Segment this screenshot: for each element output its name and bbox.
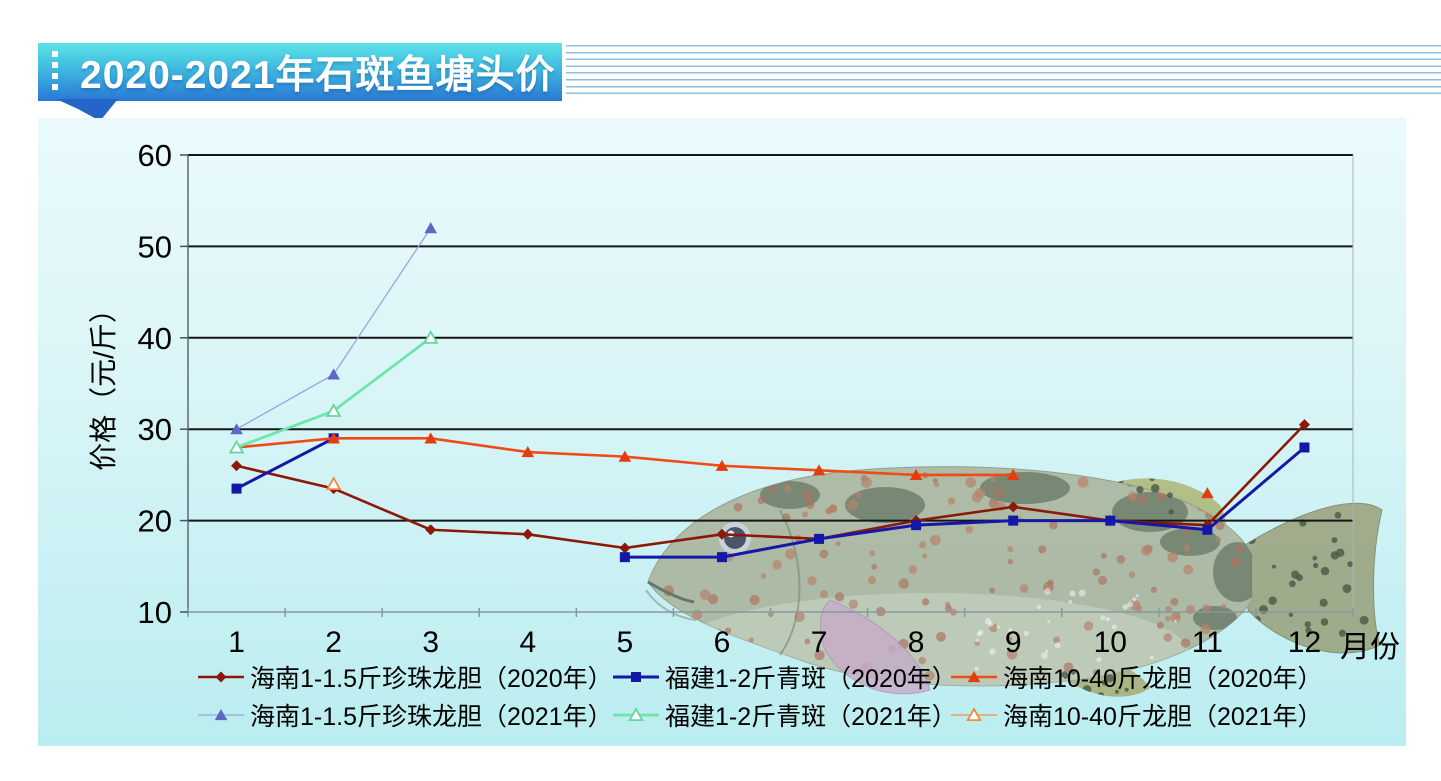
legend-item-3: 海南1-1.5斤珍珠龙胆（2021年）: [198, 697, 613, 733]
legend-item-5: 海南10-40斤龙胆（2021年）: [951, 697, 1323, 733]
legend-label: 福建1-2斤青斑（2021年）: [665, 703, 957, 731]
legend-item-4: 福建1-2斤青斑（2021年）: [613, 697, 957, 733]
x-tick-label: 5: [617, 626, 634, 659]
x-tick-label: 1: [228, 626, 245, 659]
y-tick-label: 50: [138, 229, 172, 264]
x-tick-label: 4: [519, 626, 536, 659]
x-tick-label: 10: [1094, 626, 1127, 659]
legend-label: 福建1-2斤青斑（2020年）: [665, 665, 957, 693]
legend-marker-square-icon: [613, 672, 659, 682]
legend-label: 海南1-1.5斤珍珠龙胆（2020年）: [250, 665, 613, 693]
x-axis-title: 月份: [1340, 631, 1400, 664]
x-tick-label: 2: [325, 626, 342, 659]
legend-item-2: 海南10-40斤龙胆（2020年）: [951, 659, 1323, 695]
series-4: [228, 329, 439, 454]
legend-row-2: 海南1-1.5斤珍珠龙胆（2021年） 福建1-2斤青斑（2021年） 海南10-4…: [198, 699, 1388, 731]
legend-row-1: 海南1-1.5斤珍珠龙胆（2020年） 福建1-2斤青斑（2020年） 海南10-4…: [198, 661, 1388, 693]
series-3: [230, 222, 438, 435]
x-tick-label: 12: [1288, 626, 1321, 659]
x-tick-label: 3: [422, 626, 439, 659]
title-banner: 2020-2021年石斑鱼塘头价: [38, 43, 562, 101]
header-pinstripes: [566, 45, 1441, 94]
legend-marker-triangle-icon: [613, 707, 659, 721]
y-tick-label: 60: [138, 138, 172, 173]
axes: [180, 154, 1354, 617]
y-axis-title: 价格（元/斤）: [88, 295, 119, 471]
y-tick-label: 40: [138, 321, 172, 356]
y-tick-label: 10: [138, 595, 172, 630]
legend-marker-triangle-icon: [198, 709, 244, 721]
y-tick-label: 30: [138, 412, 172, 447]
x-tick-label: 8: [908, 626, 925, 659]
x-tick-label: 11: [1192, 626, 1223, 659]
legend-marker-triangle-icon: [951, 707, 997, 721]
banner-dash-accent: [52, 51, 58, 93]
legend-item-1: 福建1-2斤青斑（2020年）: [613, 659, 957, 695]
page-title: 2020-2021年石斑鱼塘头价: [80, 54, 556, 97]
x-tick-label: 6: [714, 626, 731, 659]
legend-label: 海南10-40斤龙胆（2020年）: [1003, 665, 1323, 693]
series-5: [325, 476, 342, 491]
legend-label: 海南10-40斤龙胆（2021年）: [1003, 703, 1323, 731]
x-tick-label: 7: [811, 626, 828, 659]
legend-item-0: 海南1-1.5斤珍珠龙胆（2020年）: [198, 659, 613, 695]
y-tick-label: 20: [138, 504, 172, 539]
chart-panel: 10 20 30 40 50 60 1 2 3 4 5 6 7 8 9 10 11 12 价格（元/斤） 月份 海…: [38, 118, 1406, 746]
x-tick-label: 9: [1005, 626, 1022, 659]
legend-marker-triangle-icon: [951, 671, 997, 683]
gridlines: [188, 154, 1353, 522]
legend-label: 海南1-1.5斤珍珠龙胆（2021年）: [250, 703, 613, 731]
legend-marker-diamond-icon: [198, 671, 244, 683]
series-2: [230, 432, 1214, 499]
banner-tail: [56, 99, 118, 121]
